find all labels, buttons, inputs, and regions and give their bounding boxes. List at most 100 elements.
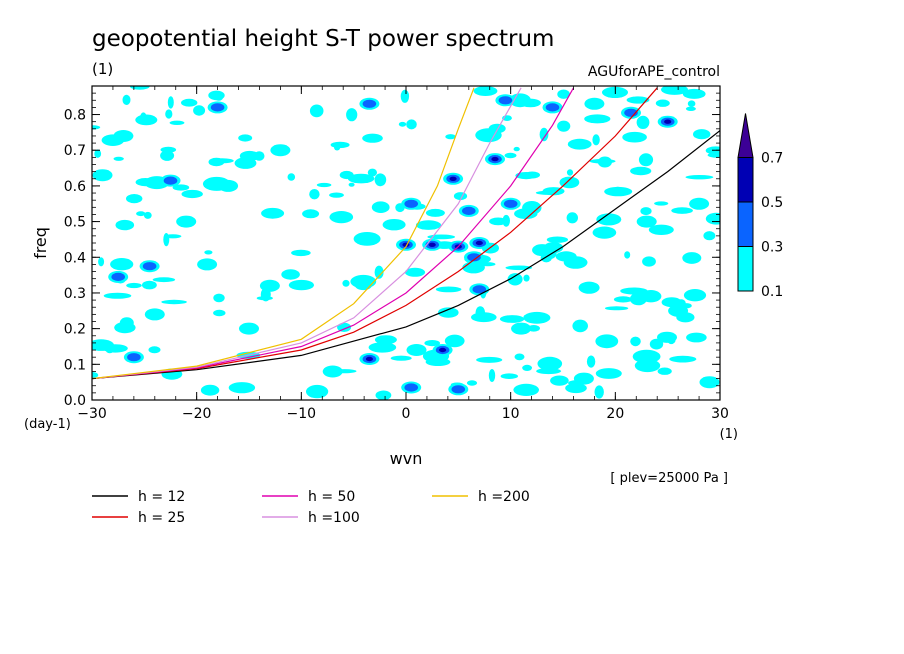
contour-feature (362, 99, 377, 108)
speckle (375, 390, 392, 400)
contour-feature (163, 176, 178, 185)
y-tick-label: 0.2 (64, 322, 86, 338)
speckle (371, 201, 390, 213)
speckle (584, 114, 611, 124)
speckle (382, 219, 406, 231)
speckle (622, 131, 647, 143)
contour-feature (573, 372, 594, 385)
speckle (687, 100, 696, 107)
speckle (649, 338, 664, 350)
speckle (595, 334, 619, 349)
chart-title: geopotential height S-T power spectrum (92, 26, 554, 52)
speckle (348, 182, 355, 187)
speckle (193, 105, 206, 116)
contour-feature (462, 206, 476, 215)
contour-feature (584, 97, 605, 110)
speckle (98, 257, 105, 267)
speckle (204, 250, 213, 255)
speckle (424, 340, 441, 347)
contour-feature (210, 103, 225, 112)
contour-feature (144, 308, 165, 321)
speckle (306, 384, 329, 399)
plev-note: [ plev=25000 Pa ] (610, 471, 728, 486)
contour-feature (689, 197, 710, 210)
contour-feature (239, 322, 259, 335)
speckle (115, 219, 135, 231)
speckle (669, 355, 697, 363)
speckle (213, 309, 226, 317)
speckle (368, 342, 397, 353)
speckle (594, 385, 604, 399)
contour-feature (475, 240, 483, 246)
speckle (406, 119, 417, 130)
speckle (604, 306, 629, 311)
speckle (374, 173, 387, 187)
series-line-h100 (92, 87, 522, 380)
speckle (592, 134, 600, 146)
speckle (523, 313, 543, 319)
speckle (346, 108, 358, 122)
chart-subtitle-right: AGUforAPE_control (588, 64, 720, 80)
speckle (640, 207, 652, 216)
y-tick-label: 0.3 (64, 286, 86, 302)
colorbar-label: 0.1 (761, 284, 783, 300)
speckle (648, 224, 674, 235)
contour-feature (142, 262, 157, 271)
speckle (152, 277, 176, 283)
speckle (165, 109, 173, 119)
speckle (476, 356, 503, 363)
speckle (513, 383, 539, 396)
speckle (337, 322, 352, 332)
speckle (703, 231, 716, 241)
speckle (438, 307, 459, 318)
speckle (291, 249, 311, 257)
speckle (309, 104, 324, 118)
x-tick-label: −30 (77, 406, 107, 422)
contour-feature (545, 103, 560, 112)
speckle (404, 267, 426, 277)
speckle (329, 192, 344, 198)
contour-feature (439, 347, 447, 353)
series-line-h200 (92, 87, 475, 380)
speckle (281, 269, 300, 280)
speckle (181, 98, 198, 107)
x-tick-label: 20 (606, 406, 624, 422)
speckle (444, 334, 465, 348)
speckle (161, 299, 187, 305)
speckle (347, 173, 375, 184)
speckle (475, 128, 502, 143)
speckle (362, 133, 383, 143)
y-tick-label: 0.1 (64, 357, 86, 373)
speckle (160, 150, 175, 161)
speckle (445, 134, 456, 140)
speckle (415, 220, 442, 230)
speckle (640, 290, 662, 303)
x-axis: −30 −20 −10 0 10 20 30 (77, 86, 729, 422)
contour-feature (491, 156, 499, 162)
speckle (208, 157, 225, 167)
speckle (316, 182, 332, 188)
speckle (135, 178, 156, 187)
legend-label: h = 50 (308, 489, 355, 505)
y-axis-label: freq (31, 227, 50, 259)
speckle (589, 158, 616, 164)
speckle (613, 296, 633, 303)
speckle (638, 153, 654, 167)
speckle (550, 375, 569, 386)
speckle (513, 146, 520, 152)
speckle (537, 356, 563, 371)
speckle (164, 234, 182, 239)
speckle (287, 173, 296, 181)
speckle (523, 274, 530, 282)
speckle (567, 138, 592, 150)
y-axis: 0.0 0.1 0.2 0.3 0.4 0.5 0.6 0.7 0.8 (64, 92, 720, 409)
speckle (507, 273, 523, 286)
legend-label: h = 25 (138, 510, 185, 526)
contour-feature (472, 285, 487, 294)
speckle (213, 293, 225, 303)
y-tick-label: 0.8 (64, 108, 86, 124)
speckle (200, 384, 220, 396)
contour-feature (636, 215, 657, 228)
x-tick-label: −20 (182, 406, 212, 422)
